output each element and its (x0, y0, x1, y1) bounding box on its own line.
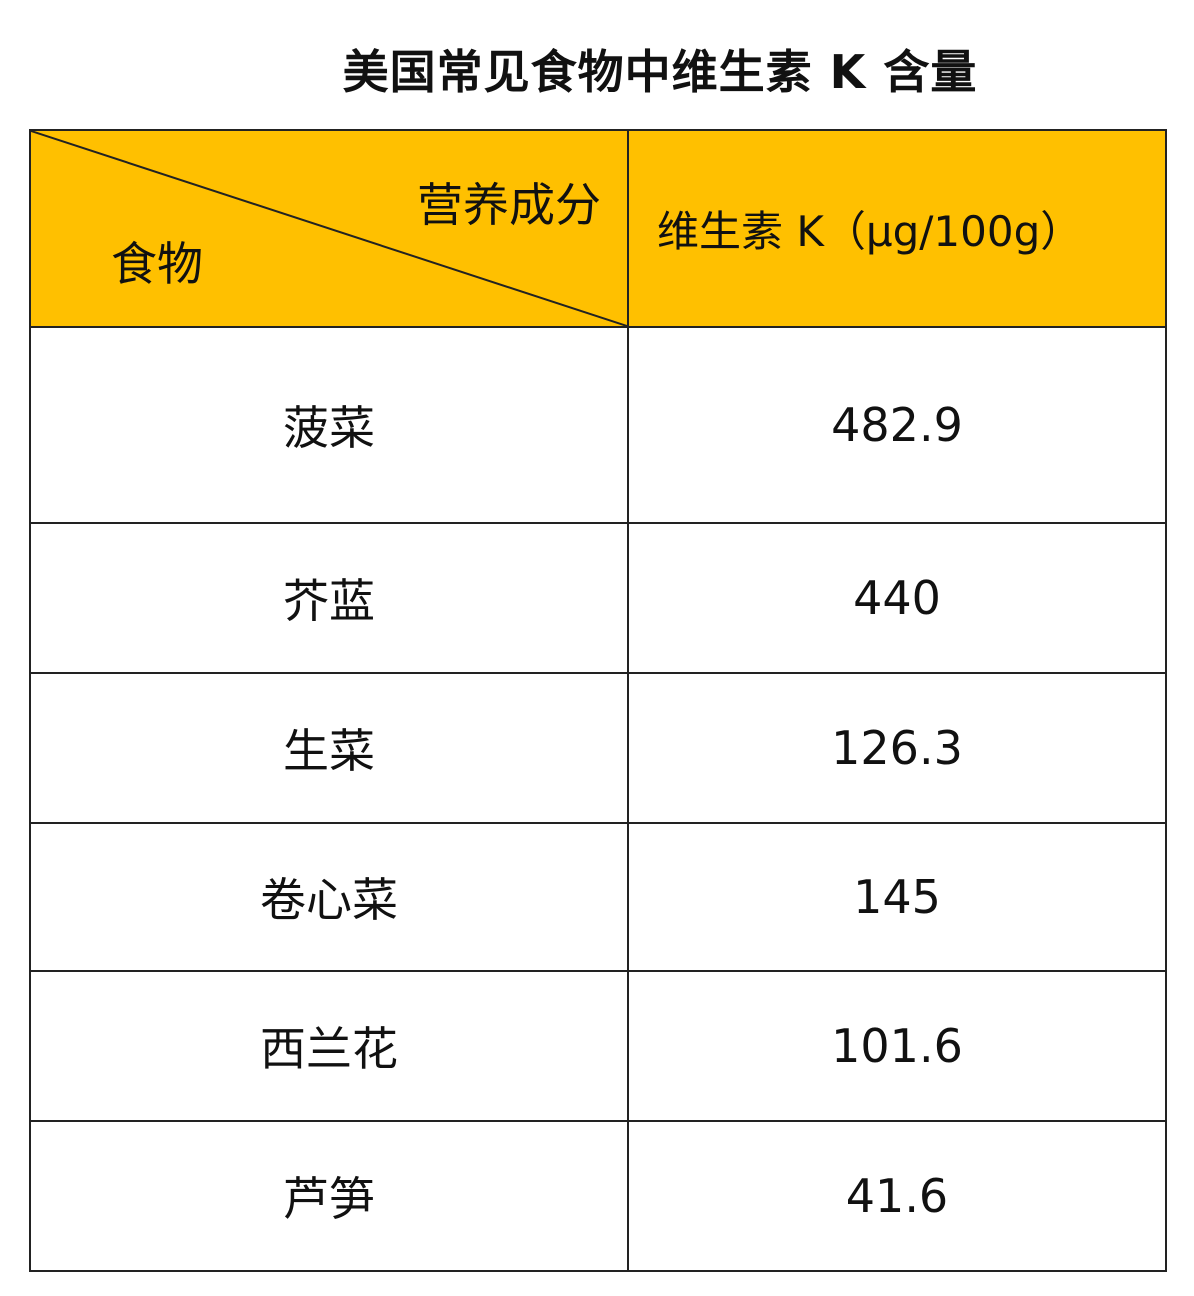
page-title: 美国常见食物中维生素 K 含量 (342, 45, 978, 99)
value-cell: 126.3 (627, 672, 1167, 824)
food-cell: 芥蓝 (29, 522, 629, 674)
nutrient-header-label: 营养成分 (417, 178, 601, 232)
diagonal-divider (31, 131, 627, 326)
food-cell: 西兰花 (29, 970, 629, 1122)
corner-header-cell: 营养成分 食物 (29, 129, 629, 328)
food-cell: 菠菜 (29, 326, 629, 524)
table-row: 芦笋 41.6 (29, 1120, 1167, 1272)
vitamin-k-header: 维生素 K（μg/100g） (627, 129, 1167, 328)
value-cell: 482.9 (627, 326, 1167, 524)
value-cell: 145 (627, 822, 1167, 972)
table-row: 西兰花 101.6 (29, 970, 1167, 1122)
header-row: 营养成分 食物 维生素 K（μg/100g） (29, 129, 1167, 328)
value-cell: 41.6 (627, 1120, 1167, 1272)
food-cell: 生菜 (29, 672, 629, 824)
table-row: 菠菜 482.9 (29, 326, 1167, 524)
vitamin-k-table: 营养成分 食物 维生素 K（μg/100g） 菠菜 482.9 芥蓝 440 生… (29, 129, 1167, 1272)
food-cell: 卷心菜 (29, 822, 629, 972)
value-cell: 440 (627, 522, 1167, 674)
food-header-label: 食物 (111, 237, 203, 291)
food-cell: 芦笋 (29, 1120, 629, 1272)
table-row: 生菜 126.3 (29, 672, 1167, 824)
table-row: 卷心菜 145 (29, 822, 1167, 972)
value-cell: 101.6 (627, 970, 1167, 1122)
table-row: 芥蓝 440 (29, 522, 1167, 674)
